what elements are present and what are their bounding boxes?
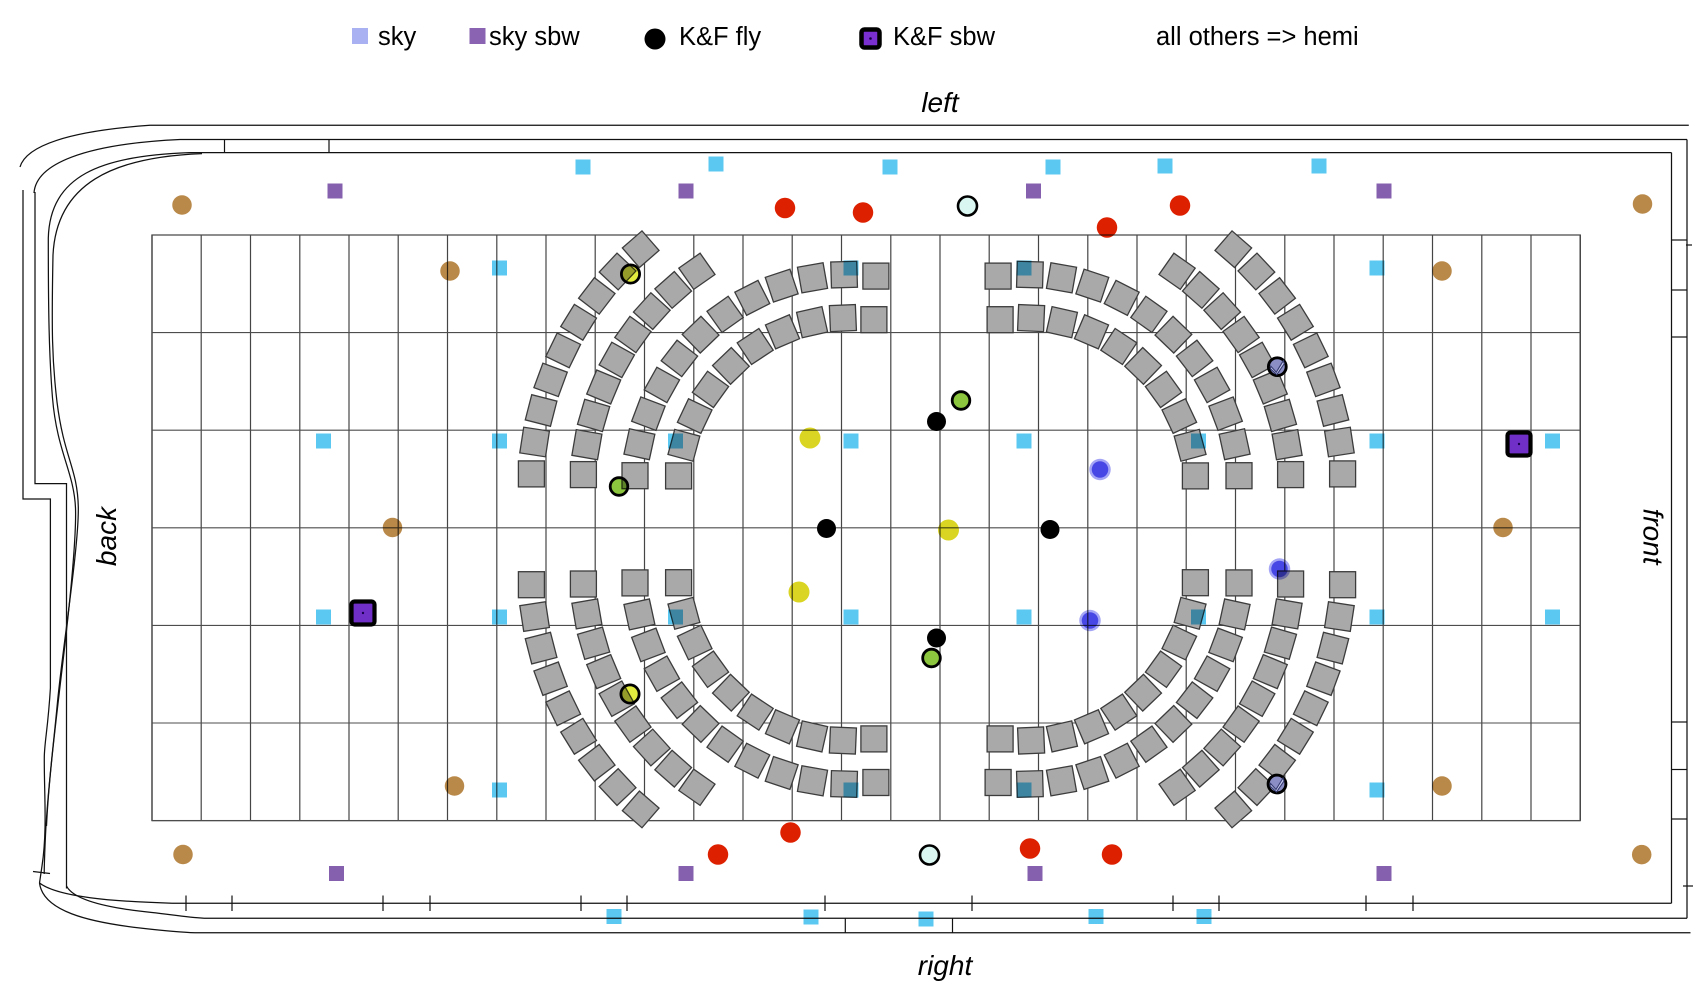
svg-text:back: back bbox=[91, 505, 122, 566]
svg-text:right: right bbox=[918, 950, 974, 981]
svg-text:sky sbw: sky sbw bbox=[489, 23, 580, 51]
svg-text:K&F fly: K&F fly bbox=[679, 23, 761, 51]
svg-text:sky: sky bbox=[378, 23, 417, 51]
svg-text:left: left bbox=[921, 87, 960, 118]
svg-text:front: front bbox=[1638, 508, 1669, 565]
svg-text:K&F sbw: K&F sbw bbox=[893, 23, 996, 51]
svg-text:all others => hemi: all others => hemi bbox=[1156, 23, 1359, 51]
